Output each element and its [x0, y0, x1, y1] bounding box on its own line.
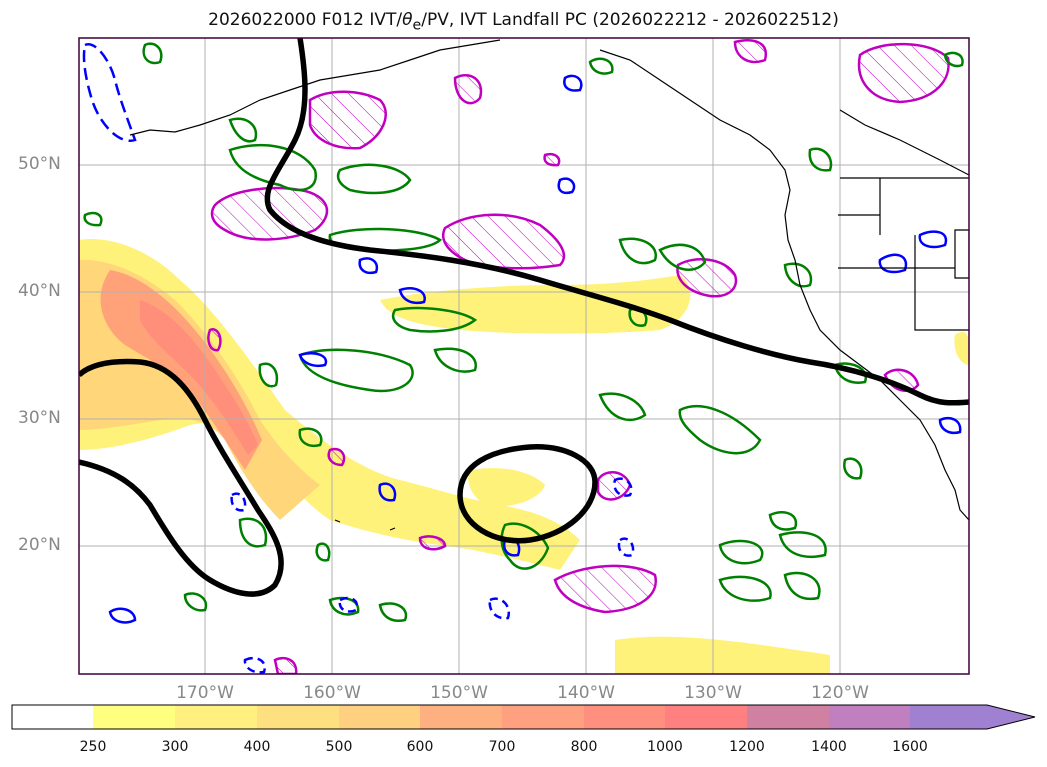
lon-label-120w: 120°W: [811, 683, 869, 703]
map-frame: [78, 37, 970, 675]
lat-label-50n: 50°N: [18, 154, 61, 174]
lon-label-140w: 140°W: [557, 683, 615, 703]
lat-label-30n: 30°N: [18, 408, 61, 428]
lon-label-170w: 170°W: [176, 683, 234, 703]
colorbar-label-600: 600: [406, 739, 434, 755]
colorbar-label-1200: 1200: [729, 739, 765, 755]
lat-label-20n: 20°N: [18, 535, 61, 555]
title-part-2: /PV, IVT Landfall PC (2026022212 - 20260…: [421, 10, 839, 30]
lon-label-130w: 130°W: [684, 683, 742, 703]
gridlines: [79, 38, 969, 674]
colorbar-label-300: 300: [161, 739, 189, 755]
colorbar-label-1000: 1000: [647, 739, 683, 755]
title-subscript: e: [412, 17, 422, 34]
colorbar-label-500: 500: [325, 739, 353, 755]
ivt-landfall-contour: [79, 38, 969, 597]
colorbar-label-1600: 1600: [892, 739, 928, 755]
lon-label-150w: 150°W: [430, 683, 488, 703]
colorbar-label-700: 700: [488, 739, 516, 755]
title-theta: θ: [402, 10, 413, 30]
lon-label-160w: 160°W: [303, 683, 361, 703]
colorbar-label-800: 800: [570, 739, 598, 755]
colorbar-label-250: 250: [79, 739, 107, 755]
pv-negative-contours: [82, 43, 962, 674]
figure-title: 2026022000 F012 IVT/θe/PV, IVT Landfall …: [0, 10, 1047, 33]
title-part-1: 2026022000 F012 IVT/: [208, 10, 403, 30]
ivt-shading: [79, 239, 969, 674]
pv-positive-contours: [83, 42, 964, 622]
lat-label-40n: 40°N: [18, 281, 61, 301]
coastlines: [129, 39, 969, 531]
theta-e-contours: [207, 39, 950, 674]
map-area: [79, 38, 969, 674]
colorbar-label-400: 400: [243, 739, 271, 755]
colorbar-label-1400: 1400: [811, 739, 847, 755]
colorbar: [11, 704, 1036, 730]
